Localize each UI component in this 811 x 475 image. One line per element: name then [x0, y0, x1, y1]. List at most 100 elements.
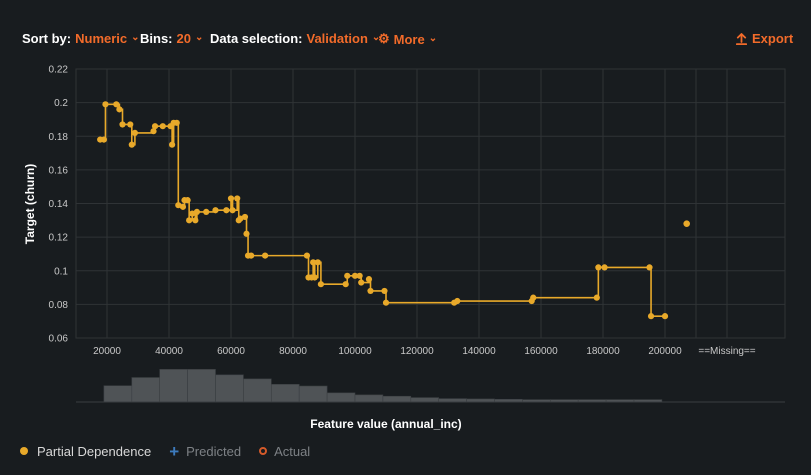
pd-point[interactable]	[227, 195, 235, 202]
pd-point[interactable]	[381, 287, 388, 295]
sort-by-value: Numeric	[75, 31, 128, 46]
pd-point[interactable]	[150, 128, 157, 135]
pd-point[interactable]	[303, 252, 311, 259]
histogram-bar	[243, 378, 272, 403]
pd-point[interactable]	[241, 213, 249, 221]
histogram-bar	[410, 397, 439, 403]
pd-point[interactable]	[116, 106, 123, 113]
pd-point[interactable]	[647, 313, 655, 320]
pd-point[interactable]	[601, 264, 608, 271]
pd-point[interactable]	[151, 123, 159, 130]
pd-point[interactable]	[314, 259, 321, 266]
data-selection-label: Data selection:	[210, 31, 303, 46]
y-axis-label: Target (churn)	[23, 164, 37, 244]
pd-point[interactable]	[344, 272, 351, 279]
pd-point[interactable]	[237, 215, 244, 222]
pd-point[interactable]	[186, 217, 193, 224]
pd-point[interactable]	[248, 252, 255, 259]
bins-label: Bins:	[140, 31, 173, 46]
missing-value-point[interactable]	[683, 220, 690, 227]
pd-point[interactable]	[530, 294, 537, 301]
legend-item-partial-dependence[interactable]: Partial Dependence	[20, 444, 151, 459]
pd-point[interactable]	[234, 195, 241, 202]
histogram-bar	[187, 369, 216, 403]
y-tick-label: 0.14	[49, 199, 69, 210]
legend-label: Partial Dependence	[37, 443, 152, 459]
x-tick-label: 20000	[93, 346, 121, 357]
pd-point[interactable]	[351, 272, 359, 279]
histogram-bar	[131, 377, 161, 403]
sort-by-label: Sort by:	[22, 31, 72, 46]
pd-point[interactable]	[131, 129, 138, 136]
more-label: More	[393, 31, 425, 47]
histogram-bar	[354, 394, 384, 403]
pd-point[interactable]	[179, 203, 187, 210]
histogram-bar	[298, 385, 328, 403]
circle-marker-icon	[20, 447, 28, 455]
missing-tick-label: ==Missing==	[698, 346, 755, 357]
pd-point[interactable]	[169, 141, 176, 148]
legend-item-actual[interactable]: Actual	[259, 444, 310, 459]
legend-item-predicted[interactable]: + Predicted	[169, 443, 241, 460]
pd-point[interactable]	[189, 210, 196, 217]
chevron-down-icon: ⌄	[428, 32, 438, 44]
chevron-down-icon: ⌄	[194, 32, 204, 43]
pd-point[interactable]	[262, 252, 269, 259]
pd-point[interactable]	[365, 276, 373, 283]
pd-point[interactable]	[128, 141, 135, 148]
x-tick-label: 160000	[524, 346, 558, 357]
y-tick-label: 0.22	[49, 65, 69, 76]
pd-point[interactable]	[595, 264, 602, 271]
pd-point[interactable]	[193, 208, 200, 216]
pd-point[interactable]	[223, 207, 230, 214]
bins-dropdown[interactable]: Bins: 20 ⌄	[140, 31, 203, 46]
pd-point[interactable]	[593, 294, 600, 301]
sort-by-dropdown[interactable]: Sort by: Numeric ⌄	[22, 31, 140, 46]
ring-marker-icon	[259, 447, 268, 455]
histogram-bar	[159, 369, 188, 403]
more-dropdown[interactable]: ⚙ More ⌄	[378, 31, 437, 47]
gear-icon: ⚙	[378, 31, 390, 46]
pd-point[interactable]	[203, 208, 210, 216]
pd-point[interactable]	[159, 123, 166, 130]
pd-point[interactable]	[311, 274, 318, 281]
pd-point[interactable]	[358, 279, 365, 286]
pd-point[interactable]	[175, 202, 182, 209]
upload-icon	[736, 32, 747, 45]
pd-point[interactable]	[102, 101, 109, 108]
x-tick-label: 60000	[217, 346, 245, 357]
data-selection-dropdown[interactable]: Data selection: Validation ⌄	[210, 31, 380, 46]
pd-point[interactable]	[367, 287, 374, 295]
bins-value: 20	[176, 31, 191, 46]
pd-point[interactable]	[243, 230, 250, 237]
pd-point[interactable]	[113, 101, 120, 108]
pd-point[interactable]	[173, 119, 180, 126]
pd-point[interactable]	[127, 121, 134, 128]
pd-point[interactable]	[192, 217, 199, 224]
pd-point[interactable]	[454, 297, 461, 305]
pd-point[interactable]	[661, 313, 669, 320]
export-button[interactable]: Export	[736, 31, 793, 46]
pd-point[interactable]	[382, 299, 390, 306]
y-tick-label: 0.16	[49, 165, 69, 176]
x-tick-label: 200000	[648, 346, 682, 357]
histogram-bar	[215, 374, 244, 403]
pd-point[interactable]	[646, 264, 653, 271]
pd-point[interactable]	[229, 207, 236, 214]
pd-point[interactable]	[310, 259, 317, 266]
pd-point[interactable]	[356, 272, 363, 279]
pd-point[interactable]	[184, 197, 191, 204]
plot-area-border	[75, 68, 786, 339]
legend-label: Predicted	[186, 443, 242, 459]
y-tick-label: 0.06	[49, 334, 69, 345]
y-axis-ticks: 0.06 0.08 0.1 0.12 0.14 0.16 0.18 0.2 0.22	[49, 65, 69, 345]
chart-toolbar: Sort by: Numeric ⌄ Bins: 20 ⌄ Data selec…	[0, 0, 811, 80]
legend-label: Actual	[274, 443, 311, 459]
pd-point[interactable]	[100, 136, 107, 143]
histogram-bar	[326, 392, 356, 403]
histogram-bar	[382, 395, 412, 403]
pd-point[interactable]	[342, 281, 349, 288]
pd-point[interactable]	[212, 207, 219, 214]
pd-point[interactable]	[317, 281, 324, 288]
pd-point[interactable]	[119, 121, 126, 128]
